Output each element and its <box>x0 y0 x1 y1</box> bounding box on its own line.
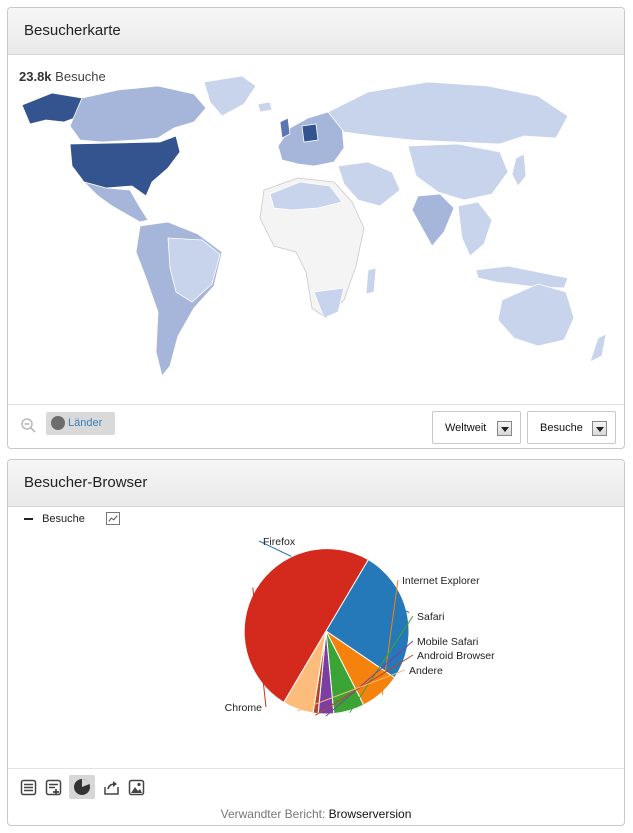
pie-label-connector <box>349 615 414 713</box>
pie-label-connector <box>252 587 267 708</box>
map-country-japan <box>511 153 527 187</box>
map-country-china <box>407 143 509 201</box>
pie-label: Chrome <box>225 702 263 714</box>
map-country-uk <box>279 117 291 139</box>
image-icon[interactable] <box>128 779 145 796</box>
chevron-down-icon <box>497 421 512 436</box>
map-country-greenland <box>203 75 257 117</box>
evolution-graph-icon[interactable] <box>106 512 120 525</box>
map-toolbar: Länder Weltweit Besuche <box>8 404 624 449</box>
map-country-madagascar <box>365 267 377 295</box>
visualization-toolbar: Verwandter Bericht: Browserversion <box>8 768 624 826</box>
globe-icon <box>51 416 65 430</box>
table-more-icon[interactable] <box>45 779 62 796</box>
pie-chart-icon <box>74 778 90 795</box>
map-country-australia <box>497 283 575 347</box>
visitor-map-widget: Besucherkarte <box>7 7 625 449</box>
map-country-middle-east <box>337 161 401 207</box>
widget-title: Besucherkarte <box>8 8 624 55</box>
pie-label: Mobile Safari <box>417 636 478 648</box>
map-country-usa <box>69 135 181 197</box>
map-country-alaska <box>21 92 83 125</box>
region-select[interactable]: Weltweit <box>432 411 521 444</box>
map-country-russia <box>327 81 569 145</box>
chevron-down-icon <box>592 421 607 436</box>
pie-label: Firefox <box>263 536 296 548</box>
widget-title: Besucher-Browser <box>8 460 624 507</box>
pie-label: Safari <box>417 611 444 623</box>
map-country-mexico <box>82 181 149 223</box>
legend-line-icon <box>24 518 33 521</box>
table-icon[interactable] <box>20 779 37 796</box>
map-country-indonesia <box>475 265 569 289</box>
map-country-india <box>411 193 455 247</box>
legend-label: Besuche <box>42 513 85 525</box>
visits-total: 23.8k Besuche <box>19 69 106 84</box>
map-country-new-zealand <box>589 333 607 363</box>
export-icon[interactable] <box>103 779 120 796</box>
pie-label: Internet Explorer <box>402 575 480 587</box>
pie-view-button[interactable] <box>69 775 95 799</box>
countries-button[interactable]: Länder <box>46 412 115 435</box>
map-country-germany <box>301 123 319 143</box>
pie-label-connector <box>381 579 399 695</box>
series-legend[interactable]: Besuche <box>24 513 85 525</box>
pie-label-connector <box>325 640 414 717</box>
metric-select[interactable]: Besuche <box>527 411 616 444</box>
pie-label: Andere <box>409 665 443 677</box>
map-country-se-asia <box>457 201 493 257</box>
visits-total-value: 23.8k <box>19 69 52 84</box>
metric-select-value: Besuche <box>540 422 583 434</box>
pie-slice[interactable] <box>243 548 369 704</box>
related-report-label: Verwandter Bericht: <box>220 807 326 821</box>
browser-widget: Besucher-Browser Besuche Firefox Internet… <box>7 459 625 826</box>
zoom-out-icon[interactable] <box>20 417 36 433</box>
map-country-canada <box>69 85 207 143</box>
pie-label: Android Browser <box>417 650 495 662</box>
countries-button-label: Länder <box>68 417 103 429</box>
map-country-iceland <box>257 101 273 113</box>
browser-pie-chart: Firefox Internet Explorer Safari Mobile Saf… <box>225 536 495 717</box>
visits-total-label: Besuche <box>55 69 106 84</box>
pie-label-connector <box>297 669 406 712</box>
map-country-brazil <box>167 237 221 303</box>
world-map[interactable] <box>8 56 624 404</box>
region-select-value: Weltweit <box>445 422 487 434</box>
related-report: Verwandter Bericht: Browserversion <box>8 807 624 821</box>
map-country-south-africa <box>313 287 345 319</box>
related-report-link[interactable]: Browserversion <box>328 807 412 821</box>
map-country-north-africa <box>269 181 343 211</box>
